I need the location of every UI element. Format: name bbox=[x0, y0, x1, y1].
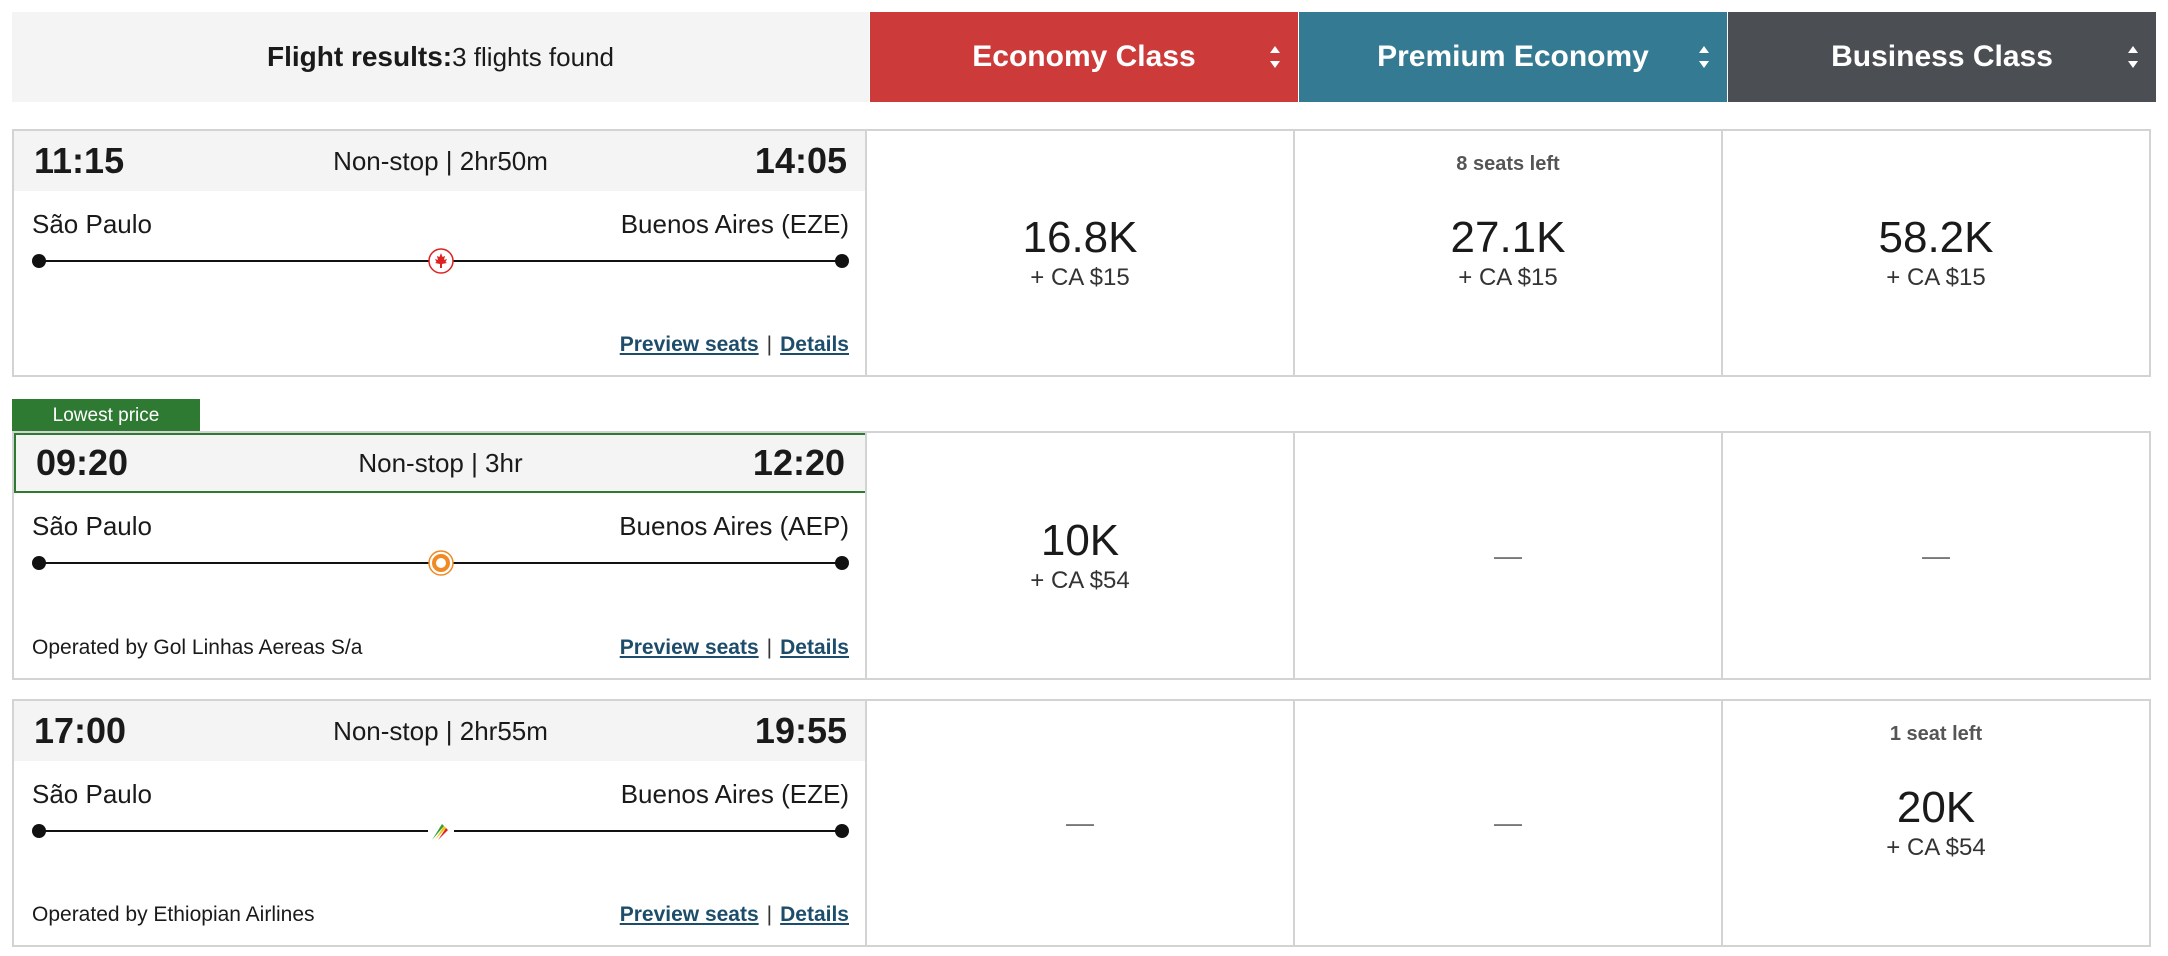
fare-tax: + CA $15 bbox=[1886, 264, 1986, 291]
destination-city: Buenos Aires (EZE) bbox=[620, 779, 849, 809]
departure-time: 17:00 bbox=[34, 710, 127, 751]
flight-times: 09:20 Non-stop | 3hr 12:20 bbox=[14, 433, 867, 493]
flight-times: 11:15 Non-stop | 2hr50m 14:05 bbox=[14, 131, 867, 191]
departure-time: 09:20 bbox=[36, 442, 129, 483]
operated-by: Operated by Ethiopian Airlines bbox=[32, 903, 315, 926]
fare-miles: 20K bbox=[1896, 783, 1976, 832]
origin-city: São Paulo bbox=[32, 511, 152, 541]
results-count: 3 flights found bbox=[452, 41, 614, 72]
link-separator: | bbox=[766, 903, 773, 926]
destination-city: Buenos Aires (AEP) bbox=[619, 511, 849, 541]
operated-by: Operated by Gol Linhas Aereas S/a bbox=[32, 636, 363, 659]
results-header: Flight results: 3 flights found Economy C… bbox=[12, 12, 2158, 102]
fare-miles: 16.8K bbox=[1022, 213, 1138, 262]
premium-economy-fare: — bbox=[1293, 431, 1723, 680]
air-canada-maple-leaf-icon bbox=[427, 248, 454, 274]
preview-seats-link[interactable]: Preview seats bbox=[619, 333, 759, 356]
economy-fare[interactable]: 10K + CA $54 bbox=[865, 431, 1295, 680]
premium-economy-label: Premium Economy bbox=[1377, 40, 1649, 73]
origin-city: São Paulo bbox=[32, 779, 152, 809]
business-class-header[interactable]: Business Class bbox=[1728, 12, 2156, 102]
seats-left: 8 seats left bbox=[1456, 153, 1560, 175]
gol-airline-icon bbox=[427, 550, 454, 576]
premium-economy-header[interactable]: Premium Economy bbox=[1299, 12, 1727, 102]
departure-time: 11:15 bbox=[34, 140, 125, 181]
flight-row: 11:15 Non-stop | 2hr50m 14:05 São Paulo … bbox=[12, 129, 2158, 377]
arrival-time: 12:20 bbox=[752, 442, 845, 483]
sort-icon[interactable] bbox=[1268, 44, 1282, 70]
sort-icon[interactable] bbox=[2126, 44, 2140, 70]
fare-miles: 58.2K bbox=[1878, 213, 1994, 262]
business-class-label: Business Class bbox=[1831, 40, 2053, 73]
flight-times: 17:00 Non-stop | 2hr55m 19:55 bbox=[14, 701, 867, 761]
ethiopian-airlines-icon bbox=[427, 818, 454, 844]
preview-seats-link[interactable]: Preview seats bbox=[619, 636, 759, 659]
route-line bbox=[32, 548, 849, 578]
details-link[interactable]: Details bbox=[780, 636, 849, 659]
business-fare: — bbox=[1721, 431, 2151, 680]
flight-duration: Non-stop | 3hr bbox=[358, 447, 523, 478]
link-separator: | bbox=[766, 636, 773, 659]
arrival-time: 14:05 bbox=[754, 140, 847, 181]
flight-duration: Non-stop | 2hr55m bbox=[333, 715, 548, 746]
origin-city: São Paulo bbox=[32, 209, 152, 239]
flight-row: 17:00 Non-stop | 2hr55m 19:55 São Paulo … bbox=[12, 699, 2158, 947]
economy-fare[interactable]: 16.8K + CA $15 bbox=[865, 129, 1295, 377]
sort-icon[interactable] bbox=[1697, 44, 1711, 70]
fare-tax: + CA $54 bbox=[1886, 834, 1986, 861]
fare-tax: + CA $15 bbox=[1030, 264, 1130, 291]
unavailable-dash: — bbox=[1494, 539, 1522, 571]
flight-row: 09:20 Non-stop | 3hr 12:20 São Paulo Bue… bbox=[12, 431, 2158, 680]
results-summary: Flight results: 3 flights found bbox=[12, 12, 869, 102]
economy-class-header[interactable]: Economy Class bbox=[870, 12, 1298, 102]
flight-info: 17:00 Non-stop | 2hr55m 19:55 São Paulo … bbox=[12, 699, 867, 947]
destination-city: Buenos Aires (EZE) bbox=[620, 209, 849, 239]
fare-miles: 10K bbox=[1040, 515, 1120, 565]
flight-info: 09:20 Non-stop | 3hr 12:20 São Paulo Bue… bbox=[12, 431, 867, 680]
seats-left: 1 seat left bbox=[1889, 723, 1983, 745]
unavailable-dash: — bbox=[1066, 807, 1094, 838]
details-link[interactable]: Details bbox=[780, 903, 849, 926]
flight-duration: Non-stop | 2hr50m bbox=[333, 145, 548, 176]
fare-tax: + CA $54 bbox=[1030, 566, 1130, 594]
preview-seats-link[interactable]: Preview seats bbox=[619, 903, 759, 926]
unavailable-dash: — bbox=[1494, 807, 1522, 838]
details-link[interactable]: Details bbox=[780, 333, 849, 356]
premium-economy-fare[interactable]: 8 seats left 27.1K + CA $15 bbox=[1293, 129, 1723, 377]
route-line bbox=[32, 246, 849, 276]
lowest-price-badge: Lowest price bbox=[12, 399, 200, 433]
flight-info: 11:15 Non-stop | 2hr50m 14:05 São Paulo … bbox=[12, 129, 867, 377]
fare-miles: 27.1K bbox=[1450, 213, 1566, 262]
fare-tax: + CA $15 bbox=[1458, 264, 1558, 291]
route-line bbox=[32, 816, 849, 846]
business-fare[interactable]: 1 seat left 20K + CA $54 bbox=[1721, 699, 2151, 947]
arrival-time: 19:55 bbox=[754, 710, 847, 751]
link-separator: | bbox=[766, 333, 773, 356]
results-title: Flight results: bbox=[266, 41, 453, 72]
premium-economy-fare: — bbox=[1293, 699, 1723, 947]
economy-class-label: Economy Class bbox=[972, 40, 1196, 73]
economy-fare: — bbox=[865, 699, 1295, 947]
business-fare[interactable]: 58.2K + CA $15 bbox=[1721, 129, 2151, 377]
unavailable-dash: — bbox=[1922, 539, 1950, 571]
